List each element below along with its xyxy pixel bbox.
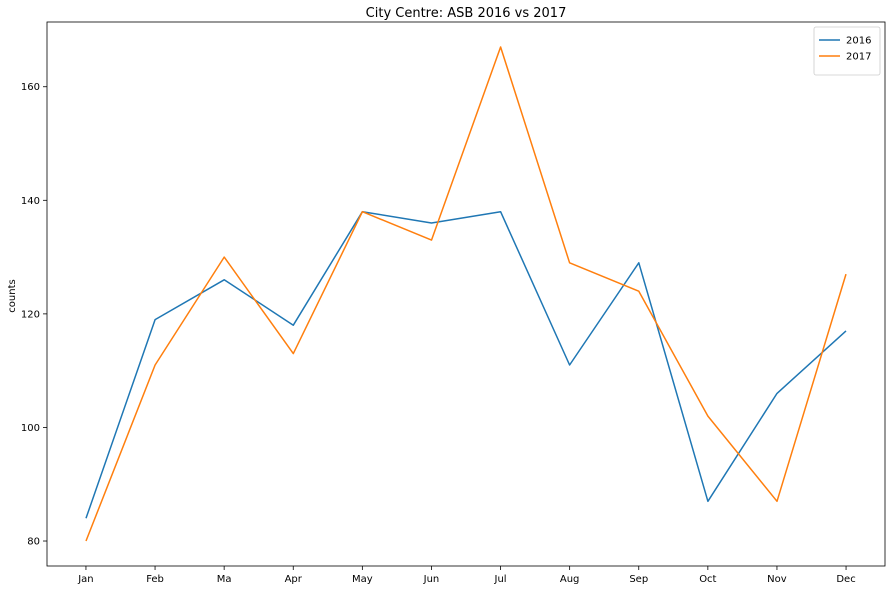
chart-title: City Centre: ASB 2016 vs 2017 <box>366 6 567 21</box>
y-tick-label: 100 <box>21 423 40 434</box>
x-tick-label: Dec <box>836 574 855 585</box>
x-tick-label: Jun <box>423 574 440 585</box>
x-tick-label: Apr <box>285 574 303 585</box>
x-tick-label: Feb <box>146 574 164 585</box>
y-tick-label: 160 <box>21 82 40 93</box>
x-tick-label: Nov <box>767 574 787 585</box>
x-tick-label: Ma <box>217 574 232 585</box>
y-tick-label: 140 <box>21 196 40 207</box>
x-tick-label: Jul <box>494 574 507 585</box>
x-tick-label: Sep <box>629 574 648 585</box>
y-axis-label: counts <box>7 279 18 312</box>
legend-box <box>813 26 881 76</box>
x-tick-label: Aug <box>560 574 580 585</box>
x-tick-label: May <box>352 574 373 585</box>
plot-frame <box>46 21 886 567</box>
plot-area: Jan Feb Ma Apr May Jun Jul Aug Sep Oct Nov Dec 80 100… <box>21 46 856 585</box>
legend-label: 2016 <box>846 36 871 47</box>
series-line-2016 <box>85 210 847 519</box>
series-line-2017 <box>85 46 847 542</box>
legend: 2016 2017 <box>813 26 881 76</box>
x-tick-label: Jan <box>77 574 93 585</box>
y-tick-label: 120 <box>21 309 40 320</box>
y-tick-label: 80 <box>27 537 40 548</box>
x-tick-label: Oct <box>699 574 716 585</box>
legend-label: 2017 <box>846 52 871 63</box>
